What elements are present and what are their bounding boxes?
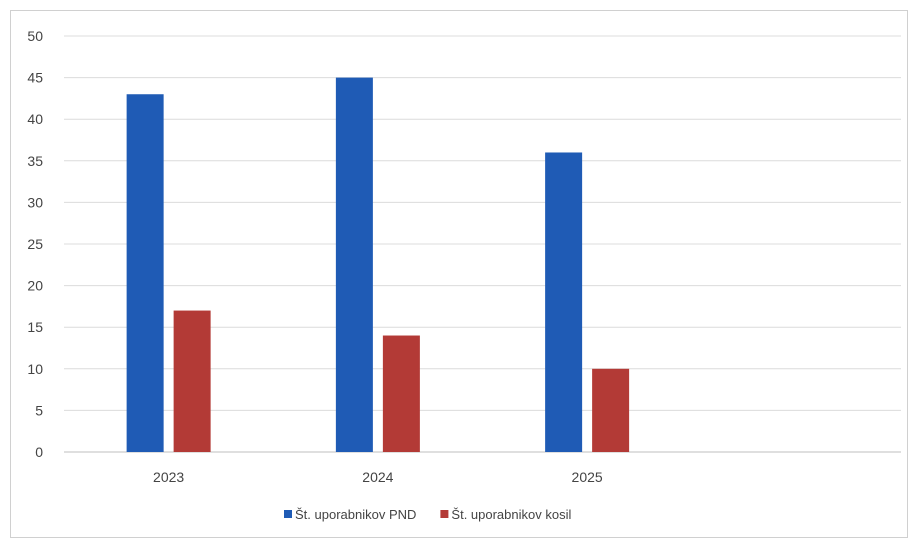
bar-pnd-2025: [545, 152, 583, 453]
bar-kosil-2023: [173, 310, 211, 452]
chart-frame: 0 5 10 15 20 25 30 35 40 45 50 2023 2024 2025 Št. up…: [10, 10, 908, 538]
bar-kosil-2025: [592, 368, 630, 452]
legend-label: Št. uporabnikov kosil: [451, 507, 571, 522]
legend: Št. uporabnikov PND Št. uporabnikov kosil: [284, 507, 571, 522]
bar-kosil-2024: [382, 335, 420, 452]
y-axis-ticks: 0 5 10 15 20 25 30 35 40 45 50: [27, 28, 43, 460]
y-tick-label: 40: [27, 111, 43, 127]
y-tick-label: 5: [35, 402, 43, 418]
legend-label: Št. uporabnikov PND: [295, 507, 416, 522]
bars: [126, 77, 630, 453]
x-category-label: 2025: [572, 469, 603, 485]
y-tick-label: 15: [27, 319, 43, 335]
x-axis-categories: 2023 2024 2025: [153, 469, 603, 485]
y-tick-label: 25: [27, 236, 43, 252]
legend-swatch: [284, 510, 292, 518]
y-tick-label: 45: [27, 70, 43, 86]
y-tick-label: 50: [27, 28, 43, 44]
x-category-label: 2023: [153, 469, 184, 485]
bar-pnd-2024: [335, 77, 373, 452]
x-category-label: 2024: [362, 469, 393, 485]
y-tick-label: 35: [27, 153, 43, 169]
y-tick-label: 20: [27, 278, 43, 294]
y-tick-label: 0: [35, 444, 43, 460]
y-tick-label: 10: [27, 361, 43, 377]
bar-pnd-2023: [126, 94, 164, 453]
legend-swatch: [440, 510, 449, 518]
y-tick-label: 30: [27, 194, 43, 210]
